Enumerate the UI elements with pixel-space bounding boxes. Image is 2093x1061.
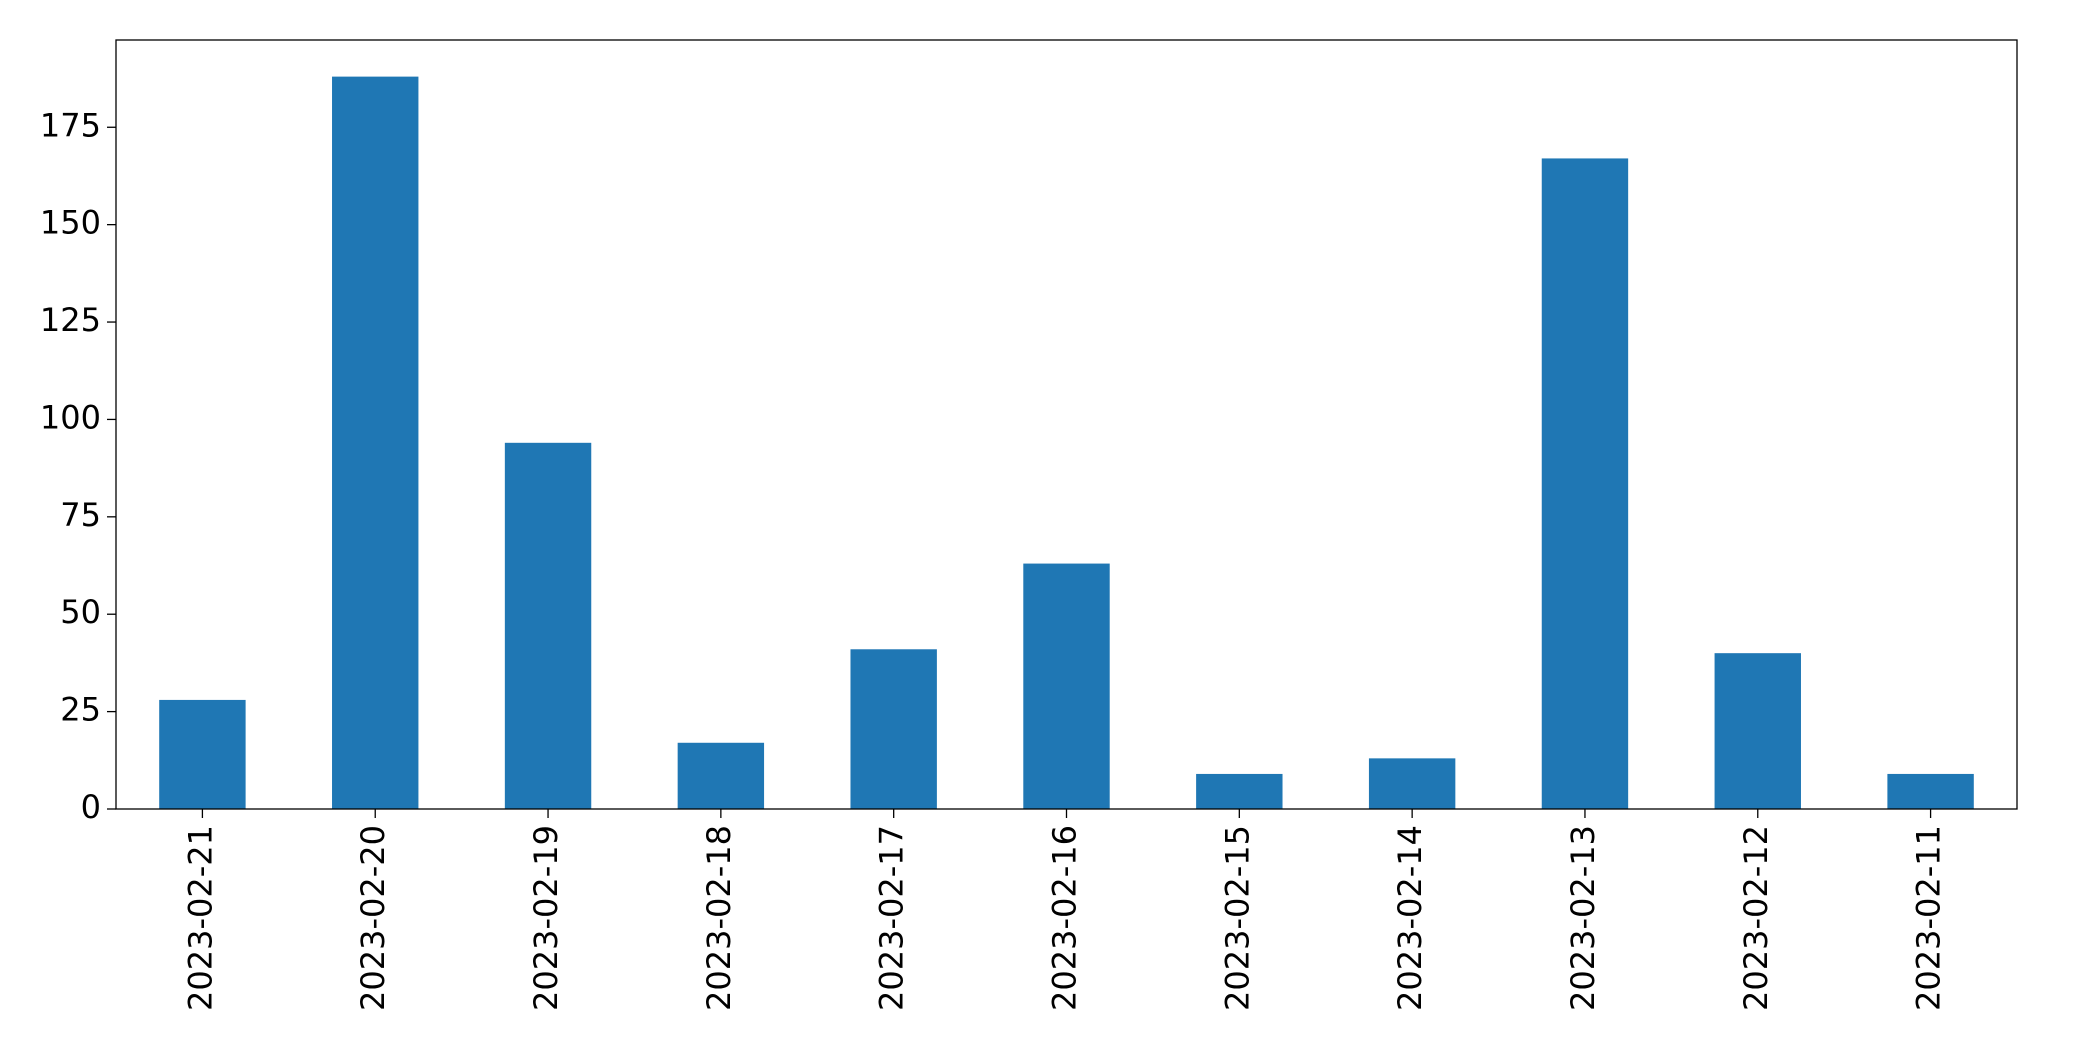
bar <box>1714 653 1801 809</box>
x-tick-label: 2023-02-18 <box>700 825 738 1011</box>
bar <box>677 742 765 809</box>
y-tick-label: 175 <box>40 106 101 144</box>
plot-frame <box>115 39 2018 810</box>
y-tick-label: 125 <box>40 301 101 339</box>
x-tick-label: 2023-02-21 <box>181 825 219 1011</box>
y-tick-label: 150 <box>40 204 101 242</box>
x-tick-label: 2023-02-11 <box>1910 825 1948 1011</box>
x-tick-label: 2023-02-19 <box>527 825 565 1011</box>
bar <box>1196 773 1283 809</box>
y-tick-label: 100 <box>40 398 101 436</box>
bar <box>850 649 937 809</box>
y-tick-label: 25 <box>60 691 101 729</box>
x-tick-label: 2023-02-15 <box>1218 825 1256 1011</box>
bar <box>1368 758 1456 809</box>
bar <box>1023 563 1110 809</box>
x-tick-label: 2023-02-12 <box>1737 825 1775 1011</box>
y-tick-label: 75 <box>60 496 101 534</box>
x-tick-label: 2023-02-16 <box>1046 825 1084 1011</box>
y-tick-label: 0 <box>81 788 101 826</box>
bar <box>1541 158 1629 809</box>
y-tick-label: 50 <box>60 593 101 631</box>
x-tick-label: 2023-02-17 <box>873 825 911 1011</box>
bar <box>1887 773 1974 809</box>
bar <box>504 442 592 809</box>
x-tick-label: 2023-02-13 <box>1564 825 1602 1011</box>
bar <box>332 76 419 810</box>
bar <box>159 699 246 809</box>
x-tick-label: 2023-02-20 <box>354 825 392 1011</box>
x-tick-label: 2023-02-14 <box>1391 825 1429 1011</box>
